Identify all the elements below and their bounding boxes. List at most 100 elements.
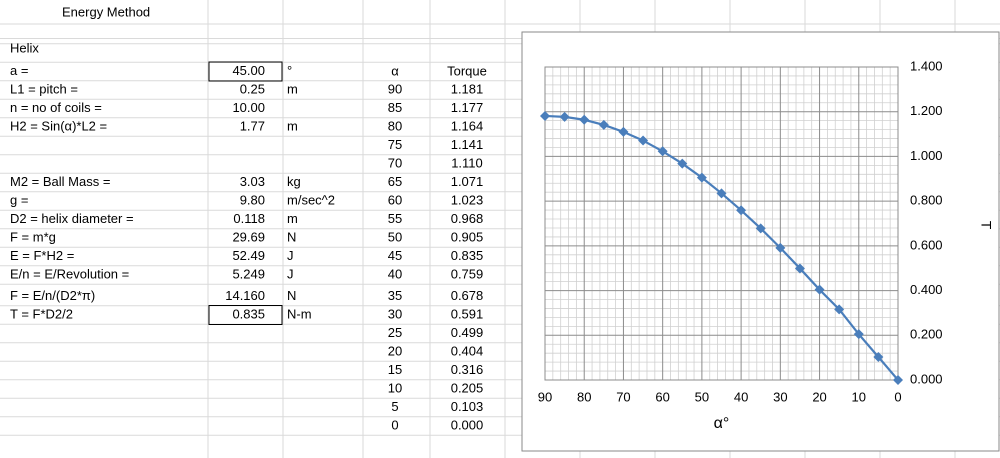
parameter-label: n = no of coils = xyxy=(10,100,102,115)
data-point xyxy=(736,205,747,216)
highlighted-cell xyxy=(208,61,283,82)
alpha-cell: 5 xyxy=(391,399,398,414)
torque-cell: 1.181 xyxy=(451,81,484,96)
y-tick-label: 1.000 xyxy=(910,148,943,163)
parameter-value: 14.160 xyxy=(225,288,265,303)
parameter-label: M2 = Ball Mass = xyxy=(10,174,110,189)
data-point xyxy=(540,110,550,121)
alpha-cell: 15 xyxy=(388,362,402,377)
torque-cell: 0.759 xyxy=(451,266,484,281)
torque-cell: 0.678 xyxy=(451,288,484,303)
x-tick-label: 60 xyxy=(655,389,669,404)
y-tick-label: 0.400 xyxy=(910,282,943,297)
x-tick-label: 50 xyxy=(695,389,709,404)
section-label: Helix xyxy=(10,40,39,55)
torque-cell: 0.591 xyxy=(451,306,484,321)
parameter-label: E/n = E/Revolution = xyxy=(10,266,129,281)
alpha-cell: 35 xyxy=(388,288,402,303)
data-point xyxy=(873,351,884,362)
x-tick-label: 40 xyxy=(734,389,748,404)
y-tick-label: 0.200 xyxy=(910,327,943,342)
parameter-unit: m xyxy=(287,211,298,226)
parameter-unit: m/sec^2 xyxy=(287,192,335,207)
parameter-value: 0.118 xyxy=(233,211,265,226)
parameter-unit: m xyxy=(287,81,298,96)
torque-cell: 1.023 xyxy=(451,192,484,207)
table-header: α xyxy=(391,63,399,78)
x-tick-label: 20 xyxy=(812,389,826,404)
alpha-cell: 55 xyxy=(388,211,402,226)
alpha-cell: 85 xyxy=(388,100,402,115)
data-point xyxy=(893,375,903,385)
data-point xyxy=(657,146,668,157)
table-header: Torque xyxy=(447,63,487,78)
alpha-cell: 60 xyxy=(388,192,402,207)
data-point xyxy=(559,111,570,122)
alpha-cell: 10 xyxy=(388,380,402,395)
torque-cell: 0.968 xyxy=(451,211,484,226)
parameter-label: a = xyxy=(10,63,28,78)
y-axis-title: T xyxy=(978,221,994,230)
x-tick-label: 0 xyxy=(894,389,901,404)
parameter-label: F = E/n/(D2*π) xyxy=(10,288,95,303)
plot-border xyxy=(544,66,899,381)
parameter-unit: N xyxy=(287,229,296,244)
y-tick-label: 1.400 xyxy=(910,58,943,73)
alpha-cell: 75 xyxy=(388,137,402,152)
parameter-unit: N xyxy=(287,288,296,303)
torque-cell: 0.103 xyxy=(451,399,484,414)
x-tick-label: 90 xyxy=(538,389,552,404)
parameter-label: g = xyxy=(10,192,28,207)
torque-cell: 1.177 xyxy=(451,100,484,115)
x-tick-label: 10 xyxy=(852,389,866,404)
x-axis-title: α° xyxy=(714,415,730,432)
parameter-label: F = m*g xyxy=(10,229,56,244)
torque-cell: 0.316 xyxy=(451,362,484,377)
sheet-title: Energy Method xyxy=(62,4,150,19)
parameter-value: 9.80 xyxy=(240,192,265,207)
alpha-cell: 90 xyxy=(388,81,402,96)
parameter-unit: m xyxy=(287,118,298,133)
x-tick-label: 80 xyxy=(577,389,591,404)
alpha-cell: 45 xyxy=(388,248,402,263)
alpha-cell: 50 xyxy=(388,229,402,244)
torque-cell: 0.835 xyxy=(451,248,484,263)
parameter-value: 1.77 xyxy=(240,118,265,133)
alpha-cell: 20 xyxy=(388,343,402,358)
parameter-unit: kg xyxy=(287,174,301,189)
parameter-value: 29.69 xyxy=(232,229,265,244)
x-tick-label: 30 xyxy=(773,389,787,404)
parameter-label: D2 = helix diameter = xyxy=(10,211,134,226)
data-point xyxy=(834,304,845,315)
highlighted-cell xyxy=(208,305,283,325)
alpha-cell: 0 xyxy=(391,417,398,432)
data-point xyxy=(794,263,805,274)
data-point xyxy=(598,119,609,130)
data-point xyxy=(618,126,629,137)
parameter-label: H2 = Sin(α)*L2 = xyxy=(10,118,107,133)
parameter-label: E = F*H2 = xyxy=(10,248,74,263)
parameter-value: 5.249 xyxy=(232,266,265,281)
y-tick-label: 0.800 xyxy=(910,193,943,208)
alpha-cell: 25 xyxy=(388,325,402,340)
parameter-unit: ° xyxy=(287,63,292,78)
torque-cell: 0.905 xyxy=(451,229,484,244)
alpha-cell: 80 xyxy=(388,118,402,133)
parameter-value: 0.25 xyxy=(240,81,265,96)
data-point xyxy=(814,284,825,295)
alpha-cell: 30 xyxy=(388,306,402,321)
data-point xyxy=(716,188,727,199)
parameter-unit: N-m xyxy=(287,306,312,321)
data-point xyxy=(696,172,707,183)
data-point xyxy=(638,135,649,146)
parameter-value: 10.00 xyxy=(232,100,265,115)
parameter-value: 0.835 xyxy=(232,306,265,321)
torque-cell: 0.000 xyxy=(451,417,484,432)
parameter-value: 45.00 xyxy=(232,63,265,78)
parameter-unit: J xyxy=(287,266,294,281)
torque-cell: 0.404 xyxy=(451,343,484,358)
parameter-value: 3.03 xyxy=(240,174,265,189)
data-point xyxy=(775,242,786,253)
parameter-label: L1 = pitch = xyxy=(10,81,78,96)
